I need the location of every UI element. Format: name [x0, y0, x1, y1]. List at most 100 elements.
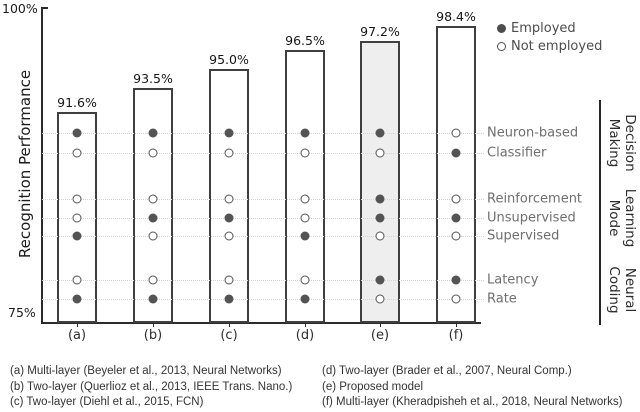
x-tick-label: (b): [143, 328, 163, 343]
not-employed-dot: [148, 275, 158, 285]
feature-group-bracket: [599, 100, 601, 325]
feature-group-label-line: Learning: [621, 188, 638, 247]
not-employed-dot: [148, 148, 158, 158]
caption-line: (a) Multi-layer (Beyeler et al., 2013, N…: [10, 365, 282, 377]
employed-dot: [300, 128, 310, 138]
row-guide-line: [42, 280, 484, 281]
not-employed-dot: [300, 194, 310, 204]
not-employed-dot: [148, 194, 158, 204]
x-tick-mark: [229, 323, 230, 327]
employed-dot: [300, 294, 310, 304]
x-tick-label: (e): [370, 328, 390, 343]
feature-row-label: Rate: [487, 291, 517, 307]
not-employed-dot: [72, 213, 82, 223]
y-axis-line: [41, 7, 43, 322]
employed-dot: [451, 213, 461, 223]
x-tick-label: (f): [448, 328, 464, 343]
not-employed-dot: [300, 148, 310, 158]
x-tick-label: (c): [220, 328, 238, 343]
not-employed-dot: [375, 231, 385, 241]
feature-row-label: Reinforcement: [487, 191, 583, 207]
not-employed-dot: [224, 275, 234, 285]
employed-dot: [375, 213, 385, 223]
legend-item-employed: Employed: [497, 19, 602, 37]
caption-column-left: (a) Multi-layer (Beyeler et al., 2013, N…: [10, 364, 292, 411]
not-employed-dot: [224, 148, 234, 158]
employed-dot: [375, 128, 385, 138]
employed-dot: [148, 213, 158, 223]
x-axis-line: [41, 322, 481, 324]
bar-value-label: 96.5%: [285, 33, 325, 49]
not-employed-dot: [224, 194, 234, 204]
x-tick-mark: [305, 323, 306, 327]
x-tick-mark: [380, 323, 381, 327]
feature-group-label-line: Decision: [621, 114, 638, 172]
employed-dot: [72, 294, 82, 304]
open-circle-icon: [497, 41, 506, 51]
bar-value-label: 91.6%: [57, 95, 97, 111]
feature-group-label-line: Coding: [606, 265, 622, 314]
not-employed-dot: [451, 231, 461, 241]
feature-row-label: Neuron-based: [487, 125, 579, 141]
employed-dot: [224, 213, 234, 223]
employed-dot: [224, 294, 234, 304]
not-employed-dot: [300, 275, 310, 285]
legend-label: Employed: [511, 20, 576, 36]
feature-group-label: Decision Making: [605, 114, 638, 172]
employed-dot: [72, 128, 82, 138]
caption-line: (f) Multi-layer (Kheradpisheh et al., 20…: [322, 396, 623, 408]
feature-row-label: Unsupervised: [487, 210, 576, 226]
bar-value-label: 93.5%: [133, 71, 173, 87]
bar-(f): [436, 26, 476, 323]
y-axis-top-tick: [41, 7, 48, 9]
not-employed-dot: [72, 194, 82, 204]
feature-group-label: Neural Coding: [605, 265, 638, 314]
employed-dot: [148, 294, 158, 304]
bar-value-label: 98.4%: [436, 9, 476, 25]
y-axis-title: Recognition Performance: [16, 69, 34, 259]
row-guide-line: [42, 299, 484, 300]
x-tick-mark: [77, 323, 78, 327]
legend-label: Not employed: [511, 38, 603, 54]
x-tick-mark: [153, 323, 154, 327]
employed-dot: [148, 128, 158, 138]
employed-dot: [300, 231, 310, 241]
y-tick-label-100: 100%: [2, 1, 38, 16]
legend-item-not-employed: Not employed: [497, 37, 602, 55]
not-employed-dot: [375, 148, 385, 158]
employed-dot: [451, 148, 461, 158]
employed-dot: [72, 231, 82, 241]
feature-group-label-line: Neural: [621, 267, 638, 312]
feature-group-label-line: Mode: [606, 199, 622, 236]
not-employed-dot: [224, 231, 234, 241]
feature-group-label-line: Making: [606, 118, 622, 168]
employed-dot: [451, 275, 461, 285]
not-employed-dot: [148, 231, 158, 241]
feature-row-label: Latency: [487, 272, 539, 288]
row-guide-line: [42, 133, 484, 134]
bar-(d): [285, 50, 325, 323]
not-employed-dot: [451, 294, 461, 304]
feature-row-label: Supervised: [487, 228, 560, 244]
bar-value-label: 95.0%: [209, 52, 249, 68]
x-tick-mark: [456, 323, 457, 327]
row-guide-line: [42, 218, 484, 219]
bar-(b): [133, 88, 173, 323]
employed-dot: [224, 128, 234, 138]
feature-group-label: Learning Mode: [605, 188, 638, 247]
not-employed-dot: [375, 294, 385, 304]
not-employed-dot: [300, 213, 310, 223]
not-employed-dot: [72, 275, 82, 285]
caption-line: (b) Two-layer (Querlioz et al., 2013, IE…: [10, 380, 293, 393]
y-tick-label-75: 75%: [8, 305, 36, 320]
bar-value-label: 97.2%: [360, 24, 400, 40]
caption-line: (d) Two-layer (Brader et al., 2007, Neur…: [322, 365, 572, 377]
x-tick-label: (a): [67, 328, 87, 343]
bar-(a): [57, 112, 97, 323]
row-guide-line: [42, 153, 484, 154]
employed-dot: [375, 275, 385, 285]
filled-circle-icon: [497, 23, 506, 33]
not-employed-dot: [451, 194, 461, 204]
bar-(c): [209, 69, 249, 323]
